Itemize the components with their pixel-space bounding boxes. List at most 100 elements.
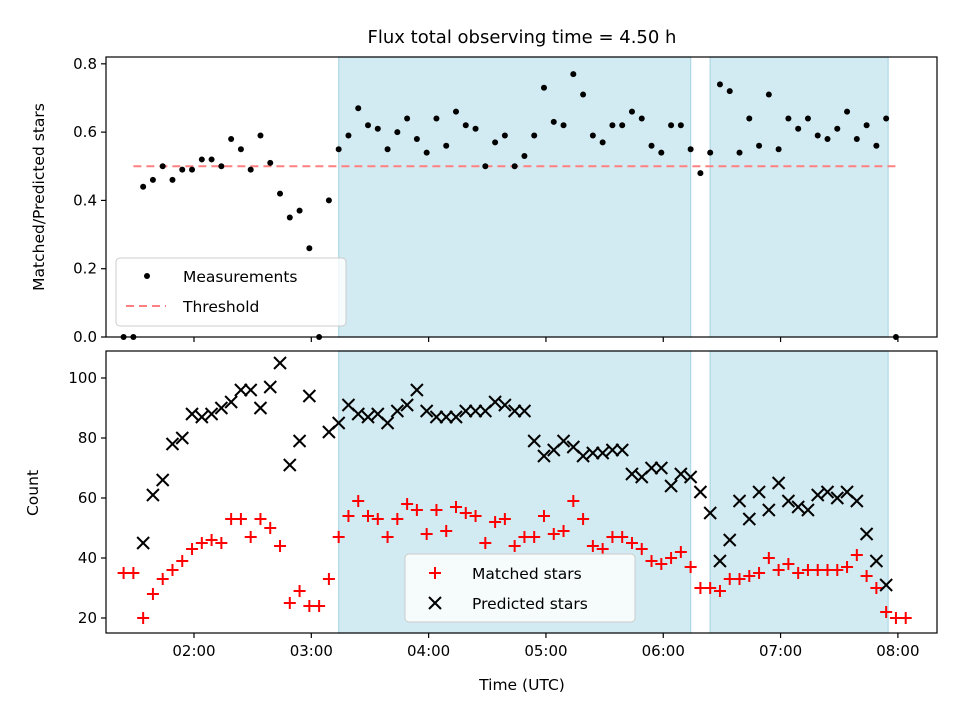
matched-star-point [479, 537, 492, 549]
matched-star-point [713, 585, 726, 597]
measurement-point [707, 149, 714, 156]
predicted-star-point [185, 407, 199, 421]
matched-star-point [616, 531, 629, 543]
legend-threshold-label: Threshold [182, 298, 259, 316]
y-tick-label: 100 [68, 369, 97, 387]
matched-star-point [782, 558, 795, 570]
measurement-point [208, 156, 215, 163]
matched-star-point [586, 540, 599, 552]
measurement-point [189, 166, 196, 173]
matched-star-point [362, 510, 375, 522]
predicted-star-point [234, 383, 248, 397]
measurement-point [570, 71, 577, 78]
matched-star-point [293, 585, 306, 597]
x-tick-label: 08:00 [876, 642, 919, 660]
measurement-point [384, 146, 391, 153]
measurement-point [433, 115, 440, 122]
matched-star-point [430, 504, 443, 516]
measurement-point [697, 170, 704, 177]
predicted-star-point [713, 554, 727, 568]
measurement-point [228, 135, 235, 142]
matched-star-point [577, 513, 590, 525]
matched-star-point [753, 567, 766, 579]
top-y-ticks: 0.0 0.2 0.4 0.6 0.8 [73, 55, 106, 346]
predicted-star-point [468, 404, 483, 418]
measurement-point [218, 163, 225, 170]
matched-star-point [274, 540, 287, 552]
shaded-interval [709, 350, 889, 634]
bottom-legend: Matched stars Predicted stars [404, 553, 636, 623]
matched-star-point [469, 510, 482, 522]
measurement-point [277, 190, 284, 197]
predicted-star-point [811, 488, 825, 502]
matched-star-point [704, 582, 717, 594]
measurement-point [169, 176, 176, 183]
matched-star-point [322, 573, 335, 585]
matched-star-point [792, 567, 805, 579]
measurement-point [365, 122, 372, 129]
matched-star-point [860, 570, 873, 582]
predicted-star-point [224, 395, 238, 409]
measurement-point [795, 125, 802, 132]
matched-star-point [371, 513, 384, 525]
predicted-star-point [380, 416, 395, 430]
x-tick-label: 04:00 [407, 642, 450, 660]
measurement-point [257, 132, 264, 139]
measurement-point [472, 125, 479, 132]
matched-star-point [596, 543, 609, 555]
predicted-star-point [801, 503, 815, 517]
matched-star-point [401, 498, 414, 510]
predicted-star-point [556, 434, 571, 448]
matched-star-point [537, 510, 550, 522]
predicted-star-point [243, 383, 258, 397]
measurement-point [286, 214, 293, 221]
predicted-star-point [830, 491, 844, 505]
y-tick-label: 0.0 [73, 328, 97, 346]
measurement-points [120, 71, 899, 340]
predicted-star-point [693, 485, 708, 499]
matched-star-point [547, 528, 560, 540]
predicted-star-point [400, 398, 414, 412]
predicted-star-point [459, 404, 473, 418]
measurement-point [306, 245, 313, 252]
predicted-star-point [292, 434, 307, 448]
matched-star-point [655, 558, 668, 570]
predicted-star-point [390, 404, 405, 418]
measurement-point [775, 146, 782, 153]
measurement-point [765, 91, 772, 98]
matched-star-point [850, 549, 863, 561]
predicted-star-point [879, 578, 893, 592]
predicted-star-point [439, 410, 453, 424]
measurement-point [325, 197, 332, 204]
predicted-star-point [742, 512, 756, 526]
shaded-interval [709, 56, 889, 338]
y-tick-label: 20 [78, 609, 97, 627]
predicted-star-point [273, 356, 287, 370]
measurement-point [149, 176, 156, 183]
predicted-star-point [781, 494, 796, 508]
predicted-star-point [683, 470, 698, 484]
predicted-star-point [703, 506, 717, 520]
bottom-panel: 20 40 60 80 100 02:00 03:00 04:00 05:00 06:00 07:… [24, 350, 938, 694]
matched-star-point [459, 507, 472, 519]
y-tick-label: 0.2 [73, 260, 97, 278]
measurement-point [785, 115, 792, 122]
predicted-star-point [791, 500, 805, 514]
matched-star-point [332, 531, 345, 543]
measurement-point [423, 149, 430, 156]
measurement-point [834, 125, 841, 132]
matched-star-point [244, 531, 257, 543]
matched-star-point [156, 573, 169, 585]
measurement-point [668, 122, 675, 129]
matched-star-point [772, 564, 785, 576]
matched-star-point [440, 525, 453, 537]
predicted-star-point [850, 494, 864, 508]
predicted-star-point [146, 488, 160, 502]
measurement-point [746, 115, 753, 122]
predicted-star-point [155, 473, 170, 487]
predicted-star-point [429, 410, 444, 424]
chart-title: Flux total observing time = 4.50 h [368, 27, 677, 48]
predicted-star-point [419, 404, 434, 418]
predicted-star-point [762, 503, 776, 517]
predicted-star-point [723, 533, 737, 547]
